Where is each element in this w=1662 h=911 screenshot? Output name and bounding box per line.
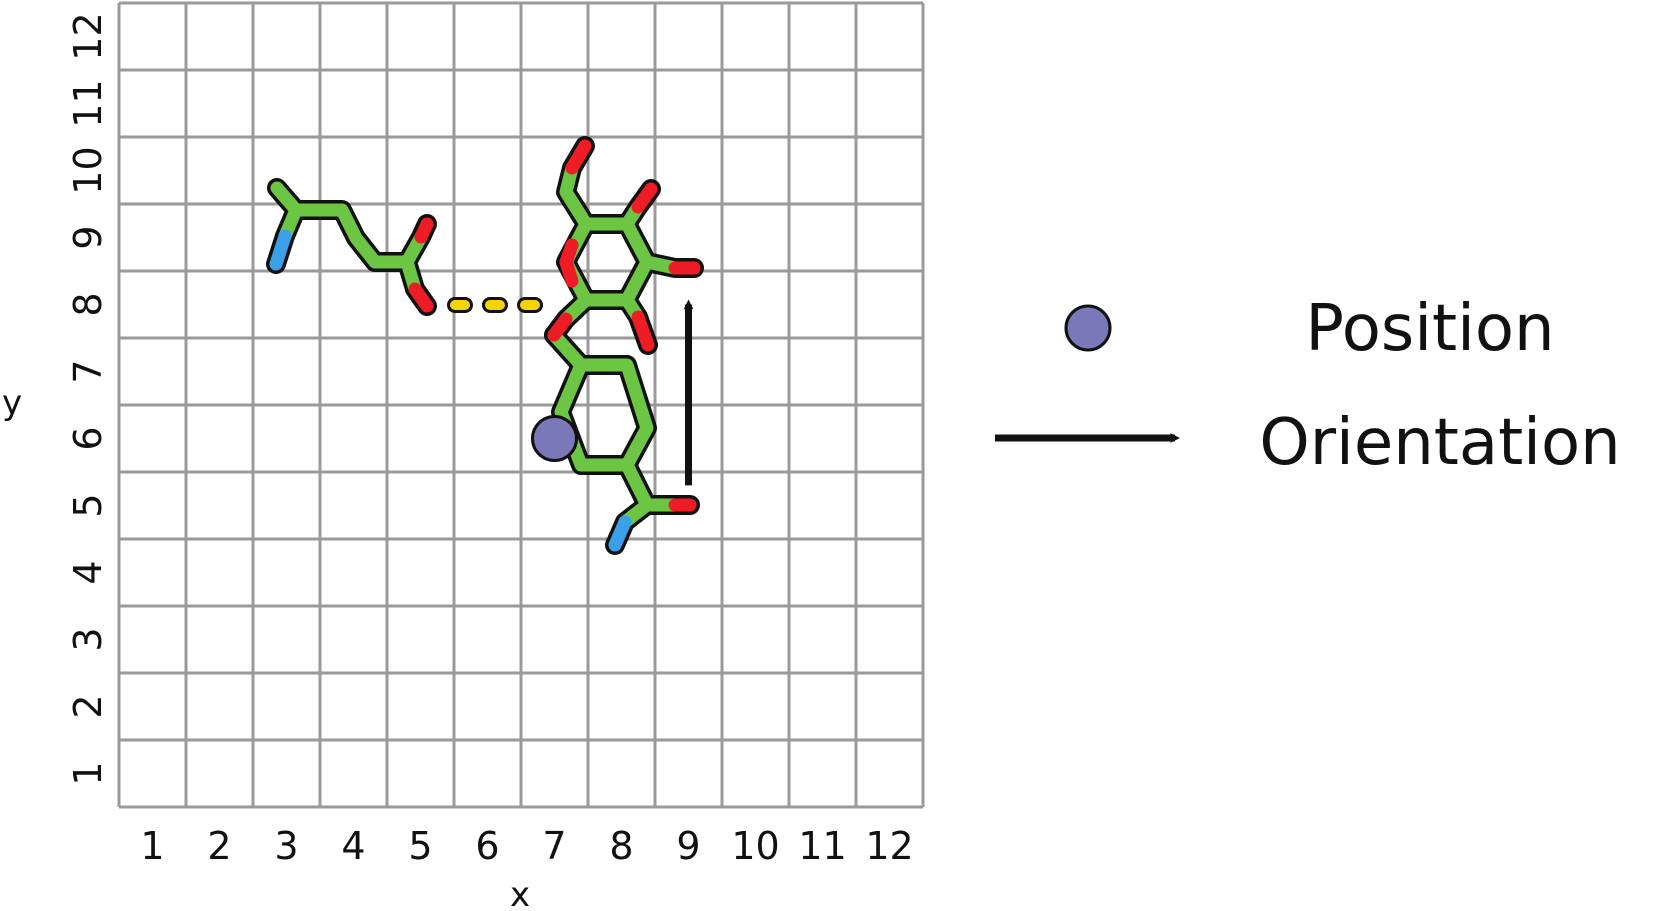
- x-axis-label: x: [510, 875, 530, 911]
- y-tick-label: 8: [66, 292, 110, 316]
- y-tick-label: 5: [66, 493, 110, 517]
- x-tick-label: 7: [542, 824, 566, 868]
- y-tick-label: 11: [66, 79, 110, 127]
- x-tick-label: 1: [140, 824, 164, 868]
- x-tick-label: 9: [676, 824, 700, 868]
- x-tick-label: 12: [865, 824, 913, 868]
- y-tick-label: 1: [66, 761, 110, 785]
- x-tick-label: 5: [408, 824, 432, 868]
- x-tick-label: 6: [475, 824, 499, 868]
- y-tick-label: 10: [66, 146, 110, 194]
- y-tick-label: 3: [66, 627, 110, 651]
- x-tick-label: 11: [798, 824, 846, 868]
- x-tick-label: 4: [341, 824, 365, 868]
- left-molecule: [266, 178, 437, 316]
- x-tick-labels: 1 2 3 4 5 6 7 8 9 10 11 12: [140, 824, 913, 868]
- position-marker: [531, 415, 578, 462]
- legend: Position Orientation: [995, 292, 1621, 480]
- legend-position-label: Position: [1305, 292, 1554, 366]
- x-tick-label: 3: [274, 824, 298, 868]
- x-tick-label: 8: [609, 824, 633, 868]
- y-tick-label: 4: [66, 560, 110, 584]
- y-tick-label: 2: [66, 694, 110, 718]
- x-tick-label: 2: [207, 824, 231, 868]
- y-tick-label: 9: [66, 225, 110, 249]
- y-axis-label: y: [2, 383, 22, 423]
- legend-position-marker: [1064, 304, 1112, 352]
- coordinate-grid: [117, 1, 925, 809]
- y-tick-label: 7: [66, 359, 110, 383]
- right-molecule: [544, 136, 704, 555]
- y-tick-label: 6: [66, 426, 110, 450]
- x-tick-label: 10: [731, 824, 779, 868]
- legend-orientation-label: Orientation: [1259, 406, 1620, 480]
- y-tick-label: 12: [66, 12, 110, 60]
